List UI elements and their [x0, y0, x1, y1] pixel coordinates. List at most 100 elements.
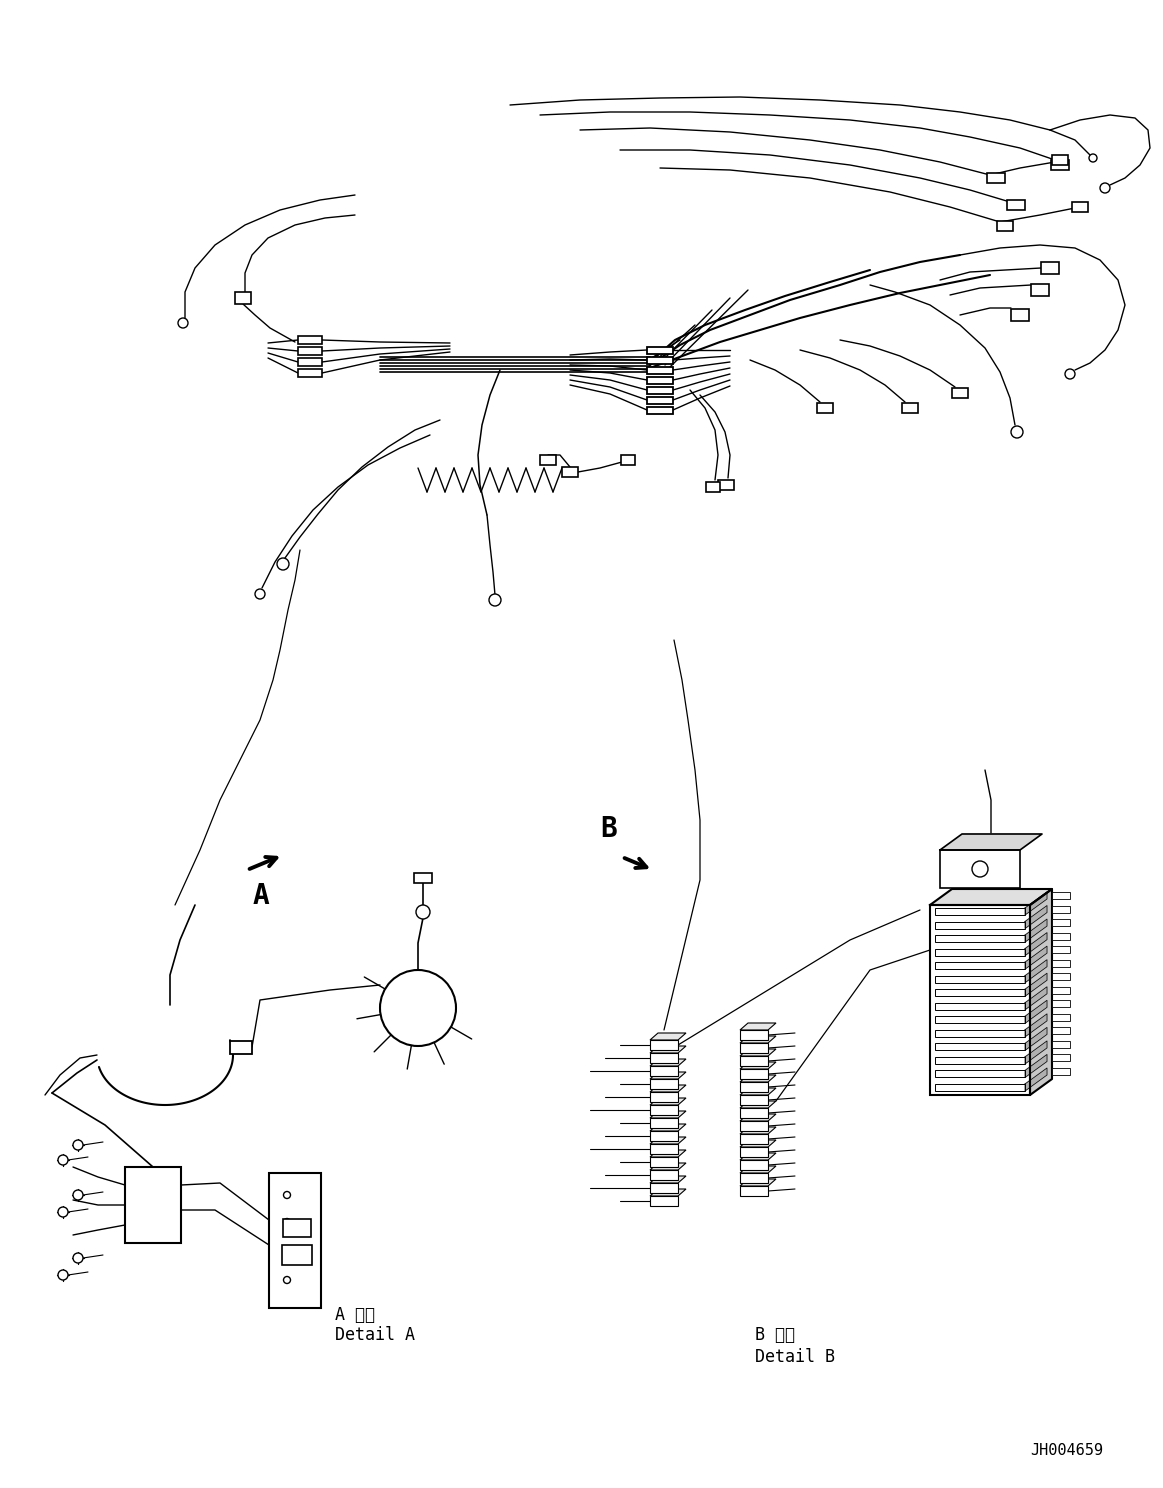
Bar	[930, 905, 1030, 1095]
Circle shape	[73, 1253, 83, 1263]
Circle shape	[416, 905, 430, 920]
Bar	[902, 403, 918, 414]
Bar	[414, 873, 431, 882]
Polygon shape	[650, 1158, 678, 1167]
Bar	[1053, 1027, 1070, 1034]
Polygon shape	[1025, 946, 1047, 969]
Circle shape	[972, 862, 989, 876]
Circle shape	[1011, 426, 1023, 437]
Bar	[935, 949, 1025, 955]
Polygon shape	[740, 1024, 776, 1030]
Polygon shape	[740, 1068, 768, 1079]
Polygon shape	[650, 1164, 686, 1170]
Bar	[1007, 199, 1025, 210]
Polygon shape	[1025, 891, 1047, 915]
Circle shape	[284, 1192, 291, 1198]
Bar	[1053, 1013, 1070, 1021]
Polygon shape	[740, 1147, 768, 1158]
Polygon shape	[1025, 1027, 1047, 1051]
Bar	[987, 173, 1005, 183]
Bar	[935, 1070, 1025, 1077]
Polygon shape	[1025, 906, 1047, 929]
Polygon shape	[740, 1043, 768, 1054]
Circle shape	[73, 1190, 83, 1199]
Circle shape	[488, 594, 501, 606]
Polygon shape	[740, 1082, 768, 1092]
Polygon shape	[650, 1131, 678, 1141]
Polygon shape	[650, 1189, 686, 1196]
Circle shape	[58, 1207, 67, 1217]
Polygon shape	[740, 1167, 776, 1173]
Bar	[935, 1056, 1025, 1064]
Circle shape	[255, 589, 265, 600]
Polygon shape	[650, 1176, 686, 1183]
Circle shape	[1100, 183, 1110, 193]
Polygon shape	[650, 1137, 686, 1144]
Circle shape	[284, 1277, 291, 1284]
Bar	[1053, 906, 1070, 912]
Bar	[935, 934, 1025, 942]
Bar	[540, 455, 556, 466]
Bar	[1053, 1068, 1070, 1074]
Polygon shape	[1025, 1055, 1047, 1077]
Circle shape	[284, 1219, 291, 1226]
Bar	[1053, 891, 1070, 899]
Polygon shape	[1025, 960, 1047, 982]
Polygon shape	[740, 1153, 776, 1161]
Bar	[816, 403, 833, 414]
Polygon shape	[740, 1173, 768, 1183]
Polygon shape	[650, 1144, 678, 1155]
Polygon shape	[650, 1071, 686, 1079]
Polygon shape	[740, 1049, 776, 1056]
Bar	[298, 359, 322, 366]
Polygon shape	[650, 1079, 678, 1089]
Bar	[935, 1003, 1025, 1010]
Polygon shape	[1025, 1042, 1047, 1064]
Bar	[647, 396, 673, 403]
Bar	[718, 481, 734, 490]
Polygon shape	[1025, 987, 1047, 1010]
Bar	[230, 1040, 252, 1054]
Polygon shape	[740, 1115, 776, 1120]
Circle shape	[277, 558, 288, 570]
Polygon shape	[1025, 1000, 1047, 1024]
Polygon shape	[1025, 920, 1047, 942]
Bar	[952, 388, 968, 397]
Bar	[935, 1083, 1025, 1091]
Circle shape	[73, 1140, 83, 1150]
Polygon shape	[740, 1074, 776, 1082]
Polygon shape	[1025, 933, 1047, 955]
Bar	[1053, 946, 1070, 954]
Polygon shape	[650, 1054, 678, 1062]
Circle shape	[1089, 153, 1097, 162]
Polygon shape	[650, 1170, 678, 1180]
Polygon shape	[740, 1101, 776, 1109]
Text: Detail B: Detail B	[755, 1348, 835, 1366]
Bar	[935, 1043, 1025, 1051]
Polygon shape	[650, 1112, 686, 1117]
Polygon shape	[740, 1062, 776, 1068]
Bar	[935, 921, 1025, 929]
Polygon shape	[650, 1065, 678, 1076]
Text: JH004659: JH004659	[1030, 1443, 1103, 1458]
Bar	[935, 1016, 1025, 1024]
Polygon shape	[650, 1092, 678, 1103]
Bar	[124, 1167, 181, 1242]
Polygon shape	[650, 1196, 678, 1205]
Polygon shape	[650, 1085, 686, 1092]
Bar	[562, 467, 578, 478]
Circle shape	[284, 1248, 291, 1256]
Polygon shape	[740, 1134, 768, 1144]
Bar	[935, 990, 1025, 997]
Circle shape	[178, 318, 188, 327]
Polygon shape	[740, 1030, 768, 1040]
Polygon shape	[740, 1186, 768, 1196]
Bar	[1053, 155, 1068, 165]
Polygon shape	[740, 1088, 776, 1095]
Polygon shape	[740, 1056, 768, 1065]
Bar	[935, 963, 1025, 969]
Text: A: A	[254, 882, 270, 911]
Bar	[1053, 960, 1070, 967]
Polygon shape	[650, 1059, 686, 1065]
Bar	[1053, 1055, 1070, 1061]
